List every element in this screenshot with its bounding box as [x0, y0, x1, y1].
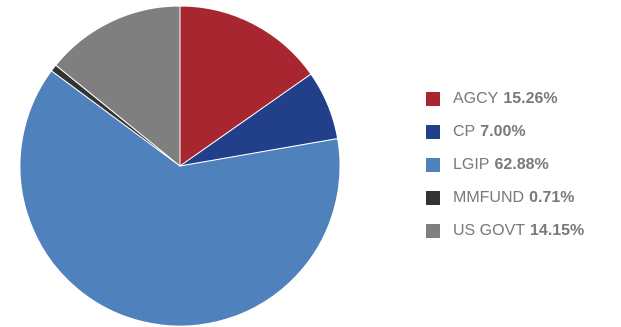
legend-item-mmfund: MMFUND 0.71% [426, 187, 584, 209]
legend-label: US GOVT 14.15% [453, 222, 584, 240]
legend-item-cp: CP 7.00% [426, 121, 584, 143]
legend-label: AGCY 15.26% [453, 90, 558, 108]
legend-swatch [426, 92, 440, 106]
pie-slice-lgip [19, 70, 341, 327]
legend-value: 15.26% [503, 90, 558, 107]
legend-item-agcy: AGCY 15.26% [426, 88, 584, 110]
legend-category: CP [453, 123, 476, 140]
legend-swatch [426, 224, 440, 238]
pie-slice-agcy [179, 5, 312, 167]
legend-category: AGCY [453, 90, 499, 107]
legend-value: 14.15% [530, 222, 585, 239]
pie-chart [19, 5, 341, 327]
legend-category: MMFUND [453, 189, 525, 206]
legend-item-lgip: LGIP 62.88% [426, 154, 584, 176]
legend-swatch [426, 125, 440, 139]
legend-value: 62.88% [494, 156, 549, 173]
legend-label: MMFUND 0.71% [453, 189, 574, 207]
legend-value: 0.71% [529, 189, 575, 206]
legend-swatch [426, 191, 440, 205]
legend-category: LGIP [453, 156, 490, 173]
legend-label: LGIP 62.88% [453, 156, 549, 174]
legend: AGCY 15.26% CP 7.00% LGIP 62.88% MMFUND 0.71% US… [426, 88, 584, 253]
legend-value: 7.00% [480, 123, 526, 140]
legend-category: US GOVT [453, 222, 526, 239]
legend-label: CP 7.00% [453, 123, 526, 141]
legend-item-us-govt: US GOVT 14.15% [426, 220, 584, 242]
pie-slice-us-govt [55, 5, 181, 168]
legend-swatch [426, 158, 440, 172]
